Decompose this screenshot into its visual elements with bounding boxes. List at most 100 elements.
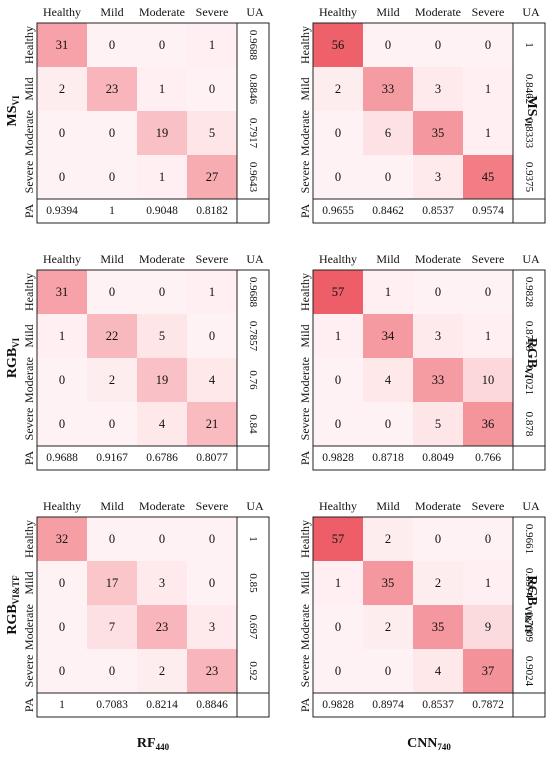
matrix-cell (37, 67, 87, 111)
matrix-cell (413, 155, 463, 199)
matrix-cell (413, 111, 463, 155)
column-class-label: Mild (376, 499, 399, 513)
row-title-main: RGB (525, 338, 540, 368)
cell-value: 0 (385, 170, 391, 184)
row-title-subscript: VI (523, 368, 533, 378)
cell-value: 3 (435, 82, 441, 96)
cell-value: 1 (485, 82, 491, 96)
cell-value: 1 (335, 576, 341, 590)
cell-value: 0 (109, 170, 115, 184)
column-class-label: Mild (376, 5, 399, 19)
cell-value: 2 (335, 82, 341, 96)
column-class-label: Severe (472, 252, 505, 266)
matrix-border (36, 269, 270, 471)
pa-value: 0.9655 (322, 205, 354, 217)
pa-label: PA (22, 451, 36, 466)
cell-value: 1 (159, 170, 165, 184)
cell-value: 0 (209, 576, 215, 590)
cell-value: 0 (159, 532, 165, 546)
cell-value: 2 (385, 532, 391, 546)
cell-value: 3 (159, 576, 165, 590)
matrix-cell (313, 561, 363, 605)
column-class-label: Healthy (319, 252, 357, 266)
cell-value: 1 (209, 285, 215, 299)
column-title: RF440 (137, 736, 170, 753)
cell-value: 0 (335, 620, 341, 634)
column-class-label: Severe (472, 5, 505, 19)
cell-value: 0 (209, 329, 215, 343)
matrix-cell (463, 23, 513, 67)
matrix-cell (313, 155, 363, 199)
cell-value: 1 (59, 329, 65, 343)
confusion-matrix-panel: Healthy Mild Moderate Severe UA 31 0 0 1 Healthy 0… (22, 5, 270, 224)
row-class-label: Severe (22, 408, 36, 441)
cell-value: 9 (485, 620, 491, 634)
row-class-label: Moderate (22, 604, 36, 650)
pa-value: 0.6786 (146, 452, 178, 464)
cell-value: 0 (59, 373, 65, 387)
row-class-label: Mild (22, 571, 36, 594)
cell-value: 32 (56, 532, 69, 546)
column-class-label: Mild (100, 252, 123, 266)
matrix-cell (463, 402, 513, 446)
cell-value: 2 (59, 82, 65, 96)
matrix-cell (313, 67, 363, 111)
row-class-label: Healthy (22, 520, 36, 558)
pa-value: 0.8537 (422, 699, 454, 711)
matrix-cell (137, 517, 187, 561)
cell-value: 0 (335, 126, 341, 140)
matrix-cell (87, 358, 137, 402)
pa-value: 0.8077 (196, 452, 228, 464)
matrix-cell (313, 402, 363, 446)
cell-value: 34 (382, 329, 395, 343)
cell-value: 19 (156, 373, 169, 387)
pa-label: PA (298, 451, 312, 466)
row-class-label: Moderate (298, 604, 312, 650)
matrix-cell (137, 561, 187, 605)
matrix-border (312, 516, 546, 718)
cell-value: 0 (109, 417, 115, 431)
cell-value: 0 (335, 373, 341, 387)
column-class-label: Healthy (43, 252, 81, 266)
matrix-cell (137, 111, 187, 155)
ua-value: 0.76 (247, 370, 259, 390)
pa-value: 0.8462 (372, 205, 404, 217)
matrix-cell (87, 67, 137, 111)
row-title-main: RGB (5, 348, 20, 378)
column-title-subscript: 440 (156, 742, 170, 752)
cell-value: 5 (435, 417, 441, 431)
cell-value: 1 (485, 576, 491, 590)
pa-value: 0.8049 (422, 452, 454, 464)
matrix-cell (37, 270, 87, 314)
matrix-cell (313, 23, 363, 67)
cell-value: 0 (435, 532, 441, 546)
row-class-label: Severe (22, 655, 36, 688)
cell-value: 27 (206, 170, 219, 184)
cell-value: 0 (109, 285, 115, 299)
cell-value: 0 (109, 38, 115, 52)
row-class-label: Mild (298, 77, 312, 100)
matrix-cell (313, 111, 363, 155)
ua-value: 0.697 (247, 615, 259, 640)
row-title-subscript: VI (11, 337, 21, 347)
pa-value: 0.8718 (372, 452, 404, 464)
matrix-cell (37, 605, 87, 649)
ua-value: 0.9375 (523, 162, 535, 193)
ua-value: 0.9024 (523, 656, 535, 687)
pa-label: PA (22, 204, 36, 219)
row-class-label: Mild (298, 571, 312, 594)
matrix-cell (137, 67, 187, 111)
pa-value: 0.8846 (196, 699, 228, 711)
ua-value: 0.9661 (523, 524, 535, 554)
matrix-cell (463, 270, 513, 314)
cell-value: 0 (59, 417, 65, 431)
column-title-main: CNN (407, 736, 437, 751)
pa-value: 0.9828 (322, 452, 354, 464)
confusion-matrix-panel: Healthy Mild Moderate Severe UA 56 0 0 0 Healthy 1… (298, 5, 546, 224)
column-class-label: Moderate (139, 5, 185, 19)
pa-label: PA (298, 204, 312, 219)
cell-value: 0 (159, 285, 165, 299)
matrix-border (312, 269, 546, 471)
cell-value: 1 (485, 329, 491, 343)
